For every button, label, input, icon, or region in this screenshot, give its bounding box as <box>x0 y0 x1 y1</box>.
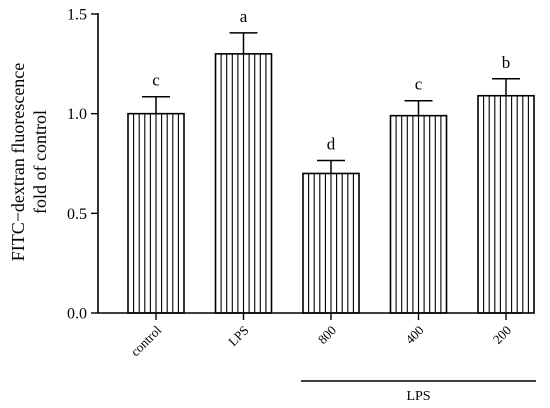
bar-400: c <box>389 75 448 314</box>
y-axis-label-line-2: fold of control <box>30 110 50 214</box>
significance-label: d <box>327 135 336 154</box>
group-bracket: LPS <box>301 380 536 404</box>
y-tick-label: 1.0 <box>67 106 87 123</box>
group-bracket-label: LPS <box>406 389 430 404</box>
y-axis-label-line-1: FITC−dextran fluorescence <box>8 63 28 262</box>
y-tick-label: 0.0 <box>67 306 87 323</box>
significance-label: c <box>415 75 423 94</box>
bar-LPS: a <box>214 7 273 314</box>
significance-label: a <box>240 7 248 26</box>
y-axis: 0.0 0.5 1.0 1.5 <box>67 7 99 323</box>
x-tick-label: 200 <box>490 323 514 347</box>
x-tick-label: 800 <box>315 323 339 347</box>
bar-control: c <box>127 71 185 314</box>
bar-200: b <box>477 53 535 314</box>
x-tick-label: LPS <box>225 323 251 349</box>
bar-800: d <box>302 135 360 314</box>
x-tick-label: control <box>127 322 164 359</box>
y-tick-label: 0.5 <box>67 206 87 223</box>
y-tick-label: 1.5 <box>67 7 87 24</box>
significance-label: b <box>502 53 511 72</box>
bars: c a d c b <box>127 7 535 314</box>
significance-label: c <box>152 71 160 90</box>
x-axis: control LPS 800 400 200 <box>98 312 522 359</box>
x-tick-label: 400 <box>402 323 426 347</box>
